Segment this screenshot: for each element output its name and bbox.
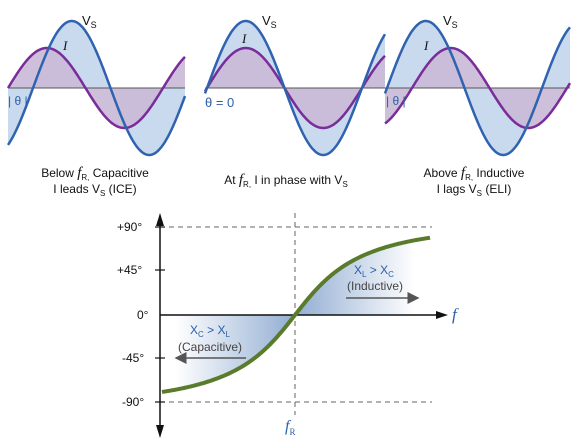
y-tick-label-plus45: +45°: [117, 263, 142, 277]
resonance-frequency-label: fR: [285, 418, 295, 437]
caption-line-1: Above fR, Inductive: [424, 165, 525, 182]
capacitive-label: (Capacitive): [178, 340, 242, 354]
phase-angle-curve: [161, 235, 431, 394]
inductive-condition: XL > XC: [354, 263, 394, 279]
current-label: I: [423, 38, 429, 53]
inductive-label: (Inductive): [347, 279, 403, 293]
caption-line-2: I lags VS (ELI): [437, 182, 512, 198]
current-label: I: [241, 31, 247, 46]
caption-line-1: At fR, I in phase with VS: [224, 172, 348, 189]
caption-line-1: Below fR, Capacitive: [41, 165, 149, 182]
voltage-wave: [6, 19, 187, 157]
y-ticks: [155, 226, 165, 403]
y-axis-top-arrow: [156, 213, 164, 226]
panel-above-resonance: VS I | θ | Above fR, Inductive I lags VS…: [383, 13, 572, 198]
phase-angle-label: θ = 0: [205, 95, 234, 110]
y-tick-label-plus90: +90°: [117, 220, 142, 234]
voltage-wave: [203, 19, 387, 157]
voltage-label: VS: [262, 13, 277, 30]
panel-below-resonance: VS I | θ | Below fR, Capacitive I leads …: [6, 13, 187, 198]
y-axis-bottom-arrow: [156, 425, 164, 438]
phase-angle-label: | θ |: [386, 94, 406, 108]
capacitive-region: [175, 315, 295, 390]
current-wave: [6, 46, 186, 130]
phase-angle-label: | θ |: [8, 94, 28, 108]
capacitive-condition: XC > XL: [190, 323, 230, 339]
caption-line-2: I leads VS (ICE): [53, 182, 136, 198]
inductive-region: [295, 240, 415, 315]
x-axis-label: f: [452, 305, 459, 324]
y-tick-label-minus45: -45°: [122, 351, 144, 365]
current-label: I: [62, 38, 68, 53]
phase-angle-plot: +90° +45° 0° -45° -90° f fR XL > XC (Ind…: [117, 213, 459, 438]
current-wave: [384, 46, 572, 130]
voltage-label: VS: [443, 13, 458, 30]
voltage-label: VS: [82, 13, 97, 30]
y-tick-label-zero: 0°: [137, 308, 149, 322]
x-axis-arrow: [436, 311, 448, 319]
voltage-wave: [383, 19, 571, 157]
panel-at-resonance: VS I θ = 0 At fR, I in phase with VS: [203, 13, 387, 189]
current-wave: [203, 46, 386, 130]
y-tick-label-minus90: -90°: [122, 395, 144, 409]
